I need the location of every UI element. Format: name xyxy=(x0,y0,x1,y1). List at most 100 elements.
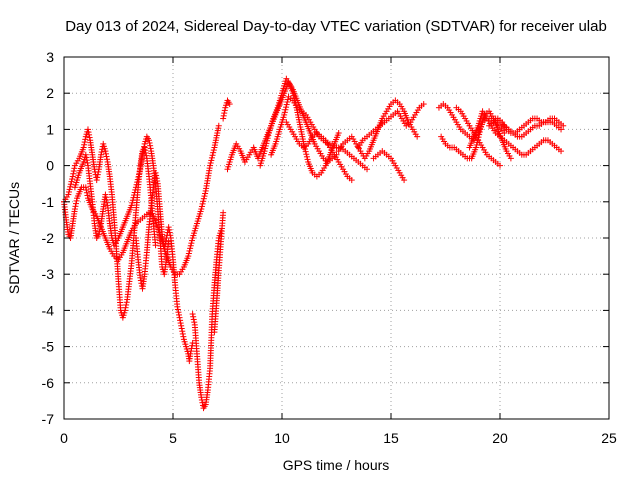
data-point-plus xyxy=(133,181,140,188)
data-point-plus xyxy=(177,317,184,324)
data-point-plus xyxy=(302,148,309,155)
data-point-plus xyxy=(146,137,153,144)
data-point-plus xyxy=(81,141,88,148)
data-point-plus xyxy=(70,168,77,175)
data-point-plus xyxy=(166,226,173,233)
data-point-plus xyxy=(85,129,92,136)
data-point-plus xyxy=(68,178,75,185)
data-point-plus xyxy=(221,110,228,117)
data-point-plus xyxy=(264,137,271,144)
data-point-plus xyxy=(162,237,169,244)
data-point-plus xyxy=(123,301,130,308)
data-point-plus xyxy=(335,130,342,137)
data-point-plus xyxy=(70,170,77,177)
data-point-plus xyxy=(84,126,91,133)
data-point-plus xyxy=(69,173,76,180)
data-point-plus xyxy=(84,192,91,199)
data-point-plus xyxy=(122,307,129,314)
data-point-plus xyxy=(161,245,168,252)
data-point-plus xyxy=(165,224,172,231)
data-point-plus xyxy=(122,304,129,311)
data-point-plus xyxy=(86,131,93,138)
data-point-plus xyxy=(420,101,427,108)
data-point-plus xyxy=(187,242,194,249)
data-point-plus xyxy=(414,133,421,140)
data-point-plus xyxy=(348,177,355,184)
data-point-plus xyxy=(473,144,480,151)
data-point-plus xyxy=(128,202,135,209)
data-point-plus xyxy=(104,199,111,206)
data-point-plus xyxy=(139,151,146,158)
data-point-plus xyxy=(102,148,109,155)
data-point-plus xyxy=(560,122,567,129)
data-point-plus xyxy=(166,229,173,236)
y-tick-label: -4 xyxy=(42,302,55,318)
data-point-plus xyxy=(189,311,196,318)
data-point-plus xyxy=(261,148,268,155)
y-axis-label: SDTVAR / TECUs xyxy=(6,182,22,294)
data-point-plus xyxy=(153,172,160,179)
data-point-plus xyxy=(262,142,269,149)
data-point-plus xyxy=(174,303,181,310)
data-point-plus xyxy=(198,206,205,213)
data-point-plus xyxy=(186,247,193,254)
data-point-plus xyxy=(129,197,136,204)
data-point-plus xyxy=(93,177,100,184)
data-point-plus xyxy=(72,200,79,207)
data-point-plus xyxy=(123,299,130,306)
data-point-plus xyxy=(215,122,222,129)
data-point-plus xyxy=(98,151,105,158)
data-point-plus xyxy=(103,196,110,203)
data-point-plus xyxy=(187,348,194,355)
data-point-plus xyxy=(175,309,182,316)
data-point-plus xyxy=(137,277,144,284)
data-point-plus xyxy=(265,132,272,139)
data-point-plus xyxy=(187,350,194,357)
data-point-plus xyxy=(95,231,102,238)
data-point-plus xyxy=(188,345,195,352)
data-point-plus xyxy=(72,203,79,210)
x-axis-label: GPS time / hours xyxy=(283,457,390,473)
data-point-plus xyxy=(94,174,101,181)
data-point-plus xyxy=(81,139,88,146)
data-point-plus xyxy=(141,143,148,150)
data-point-plus xyxy=(162,240,169,247)
data-point-plus xyxy=(140,149,147,156)
data-point-plus xyxy=(263,140,270,147)
data-point-plus xyxy=(83,189,90,196)
data-point-plus xyxy=(103,153,110,160)
data-point-plus xyxy=(134,176,141,183)
data-point-plus xyxy=(185,253,192,260)
data-point-plus xyxy=(86,134,93,141)
data-point-plus xyxy=(187,245,194,252)
data-point-plus xyxy=(262,145,269,152)
data-point-plus xyxy=(210,149,217,156)
chart-title: Day 013 of 2024, Sidereal Day-to-day VTE… xyxy=(65,18,607,35)
data-point-plus xyxy=(147,145,154,152)
data-point-plus xyxy=(135,173,142,180)
y-tick-label: -6 xyxy=(42,375,55,391)
data-point-plus xyxy=(202,190,209,197)
data-point-plus xyxy=(84,159,91,166)
data-point-plus xyxy=(209,152,216,159)
x-tick-label: 20 xyxy=(492,430,508,446)
data-point-plus xyxy=(507,155,514,162)
data-point-plus xyxy=(283,104,290,111)
data-point-plus xyxy=(303,153,310,160)
data-point-plus xyxy=(303,151,310,158)
data-point-plus xyxy=(65,188,72,195)
data-point-plus xyxy=(136,168,143,175)
y-tick-label: 3 xyxy=(46,49,54,65)
data-point-plus xyxy=(220,115,227,122)
data-point-plus xyxy=(177,320,184,327)
data-point-plus xyxy=(131,192,138,199)
data-point-plus xyxy=(80,144,87,151)
data-point-plus xyxy=(82,151,89,158)
data-point-plus xyxy=(98,149,105,156)
data-points xyxy=(61,75,567,412)
data-point-plus xyxy=(220,112,227,119)
data-point-plus xyxy=(220,209,227,216)
data-point-plus xyxy=(198,394,205,401)
data-point-plus xyxy=(146,139,153,146)
data-point-plus xyxy=(207,160,214,167)
